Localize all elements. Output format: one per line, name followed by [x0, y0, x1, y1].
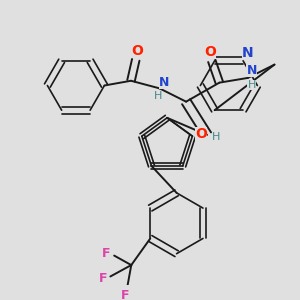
Text: N: N [242, 46, 254, 60]
Text: H: H [153, 91, 162, 101]
Text: O: O [195, 127, 207, 141]
Text: H: H [212, 132, 221, 142]
Text: O: O [132, 44, 144, 58]
Text: F: F [98, 272, 107, 285]
Text: H: H [248, 80, 256, 90]
Text: O: O [204, 45, 216, 59]
Text: N: N [159, 76, 169, 89]
Text: F: F [121, 289, 130, 300]
Text: F: F [102, 247, 111, 260]
Text: N: N [247, 64, 257, 77]
